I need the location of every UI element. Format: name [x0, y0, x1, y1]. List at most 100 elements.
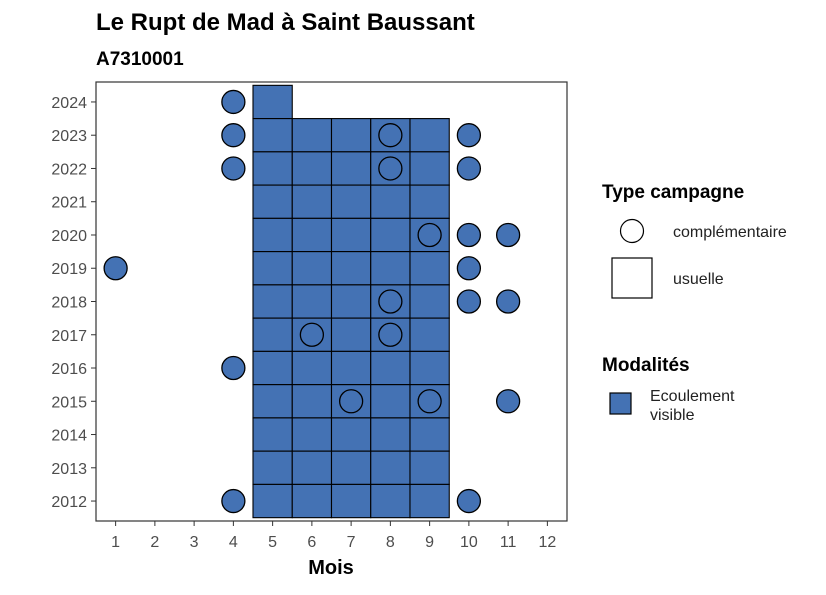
- usuelle-tile: [409, 184, 450, 219]
- complementaire-point: [417, 389, 442, 414]
- usuelle-tile: [330, 118, 372, 153]
- usuelle-tile: [252, 483, 293, 519]
- legend-complementaire-label: complémentaire: [673, 224, 787, 241]
- y-axis: 2012 2013 2014 2015 2016 2017 2018 2019 2020 2021…: [51, 95, 96, 511]
- usuelle-tile: [252, 151, 293, 186]
- usuelle-tile: [409, 450, 450, 485]
- usuelle-tile: [409, 417, 450, 452]
- x-tick-label: 7: [347, 534, 356, 551]
- usuelle-tile: [330, 251, 372, 286]
- y-tick-label: 2021: [51, 195, 87, 212]
- usuelle-tile: [291, 217, 333, 253]
- usuelle-tile: [330, 450, 372, 485]
- complementaire-point: [495, 289, 521, 314]
- usuelle-tile: [252, 317, 293, 352]
- y-tick-label: 2019: [51, 261, 87, 278]
- chart-subtitle: A7310001: [96, 49, 184, 70]
- complementaire-point: [456, 488, 482, 514]
- usuelle-tile: [291, 284, 333, 319]
- usuelle-tile: [252, 118, 293, 153]
- complementaire-point: [103, 256, 128, 281]
- complementaire-point: [338, 389, 364, 414]
- y-tick-label: 2018: [51, 295, 87, 312]
- x-tick-label: 3: [190, 534, 199, 551]
- usuelle-tile: [409, 151, 450, 186]
- usuelle-tile: [291, 450, 333, 485]
- usuelle-tile: [291, 118, 333, 153]
- x-tick-label: 12: [538, 534, 556, 551]
- complementaire-point: [456, 289, 482, 314]
- usuelle-tile: [330, 317, 372, 352]
- x-axis: 1 2 3 4 5 6 7 8 9 10 11 12: [111, 521, 556, 551]
- complementaire-point: [221, 355, 246, 381]
- usuelle-tile: [409, 350, 450, 386]
- usuelle-tile: [330, 417, 372, 452]
- usuelle-tile: [370, 251, 411, 286]
- complementaire-point: [378, 123, 403, 148]
- x-tick-label: 9: [425, 534, 434, 551]
- x-tick-label: 10: [460, 534, 478, 551]
- usuelle-tile: [252, 284, 293, 319]
- usuelle-tile: [291, 350, 333, 386]
- usuelle-tile: [252, 217, 293, 253]
- y-tick-label: 2013: [51, 461, 87, 478]
- legend: Type campagne complémentaire usuelle Mod…: [602, 182, 787, 424]
- usuelle-tiles: [252, 84, 450, 519]
- usuelle-tile: [291, 151, 333, 186]
- usuelle-tile: [409, 118, 450, 153]
- usuelle-tile: [409, 483, 450, 519]
- usuelle-tile: [330, 284, 372, 319]
- y-tick-label: 2024: [51, 95, 87, 112]
- usuelle-tile: [252, 84, 293, 120]
- usuelle-tile: [252, 384, 293, 419]
- y-tick-label: 2017: [51, 328, 87, 345]
- usuelle-tile: [330, 151, 372, 186]
- usuelle-tile: [252, 251, 293, 286]
- usuelle-tile: [252, 350, 293, 386]
- usuelle-tile: [291, 417, 333, 452]
- x-axis-label: Mois: [308, 557, 354, 579]
- legend-ecoulement-label-line2: visible: [650, 407, 695, 424]
- x-tick-label: 5: [268, 534, 277, 551]
- complementaire-point: [378, 289, 403, 314]
- complementaire-point: [456, 156, 482, 181]
- chart-title: Le Rupt de Mad à Saint Baussant: [96, 9, 475, 36]
- usuelle-tile: [370, 450, 411, 485]
- complementaire-point: [495, 222, 521, 248]
- y-tick-label: 2015: [51, 394, 87, 411]
- y-tick-label: 2012: [51, 494, 87, 511]
- legend-usuelle-label: usuelle: [673, 271, 724, 288]
- legend-modalites-title: Modalités: [602, 355, 690, 376]
- usuelle-tile: [252, 184, 293, 219]
- x-tick-label: 8: [386, 534, 395, 551]
- usuelle-tile: [330, 217, 372, 253]
- complementaire-point: [417, 222, 442, 248]
- usuelle-tile: [330, 184, 372, 219]
- legend-square-key: [611, 257, 653, 299]
- complementaire-point: [221, 123, 246, 148]
- y-tick-label: 2023: [51, 128, 87, 145]
- complementaire-point: [221, 156, 246, 181]
- usuelle-tile: [252, 417, 293, 452]
- x-tick-label: 1: [111, 534, 120, 551]
- complementaire-point: [221, 488, 246, 514]
- y-tick-label: 2016: [51, 361, 87, 378]
- complementaire-point: [221, 89, 246, 115]
- usuelle-tile: [409, 284, 450, 319]
- usuelle-tile: [370, 483, 411, 519]
- legend-ecoulement-label-line1: Ecoulement: [650, 388, 735, 405]
- x-tick-label: 4: [229, 534, 238, 551]
- legend-circle-key: [619, 218, 645, 244]
- usuelle-tile: [291, 483, 333, 519]
- usuelle-tile: [291, 384, 333, 419]
- usuelle-tile: [370, 417, 411, 452]
- usuelle-tile: [330, 350, 372, 386]
- usuelle-tile: [409, 317, 450, 352]
- complementaire-point: [378, 156, 403, 181]
- usuelle-tile: [370, 384, 411, 419]
- x-tick-label: 6: [307, 534, 316, 551]
- usuelle-tile: [370, 350, 411, 386]
- usuelle-tile: [252, 450, 293, 485]
